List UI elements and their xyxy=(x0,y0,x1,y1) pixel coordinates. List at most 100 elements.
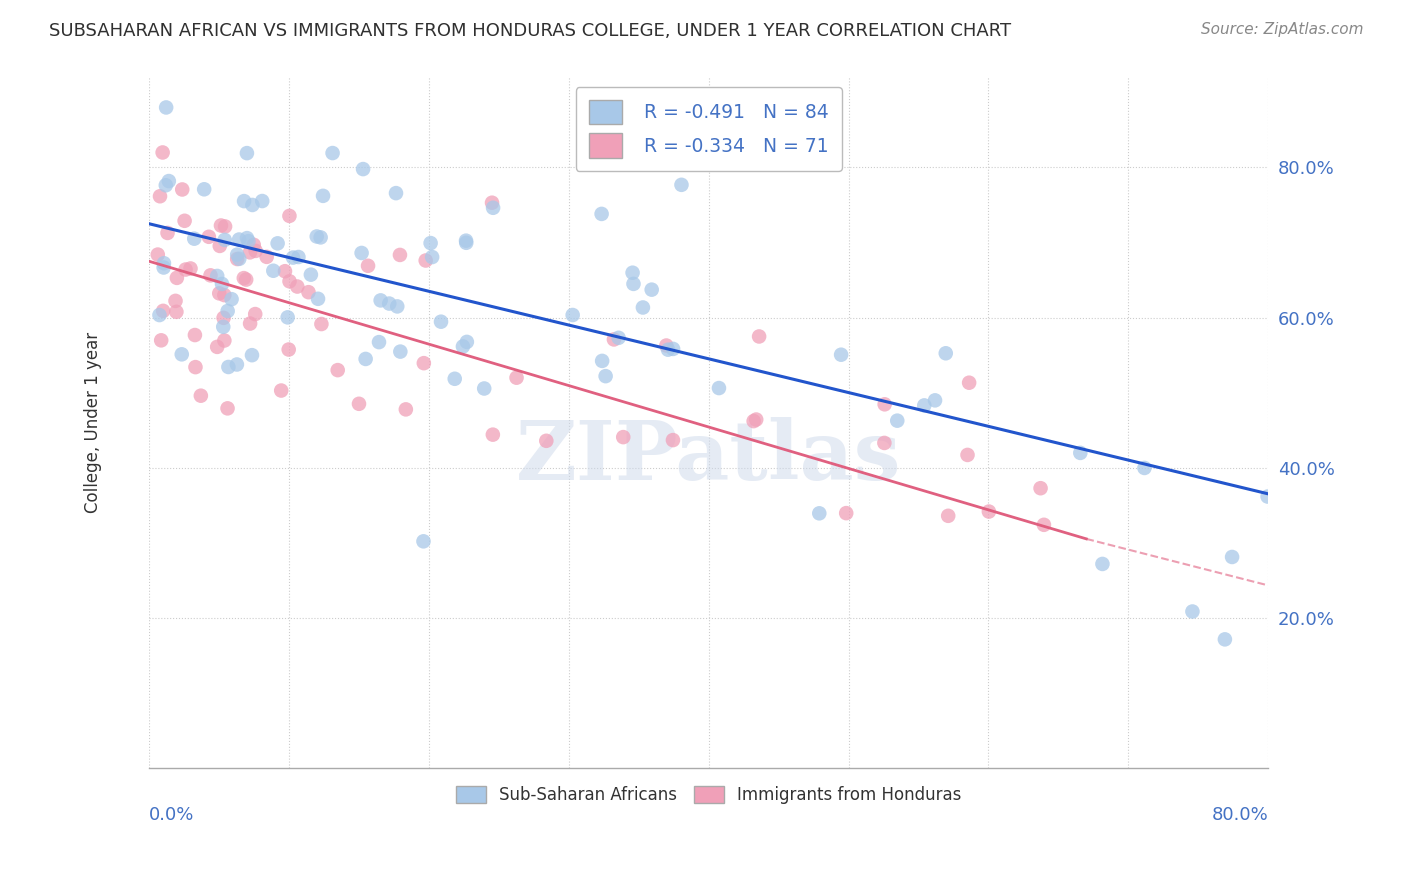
Point xyxy=(156,226,179,240)
Point xyxy=(912,398,935,412)
Point xyxy=(415,253,437,268)
Point xyxy=(236,231,259,245)
Point xyxy=(225,358,247,372)
Point xyxy=(232,271,254,285)
Point xyxy=(873,436,896,450)
Point xyxy=(226,252,249,266)
Point xyxy=(212,319,235,334)
Point xyxy=(1133,461,1156,475)
Point xyxy=(281,251,304,265)
Point xyxy=(170,347,193,361)
Point xyxy=(299,268,322,282)
Point xyxy=(412,534,434,549)
Point xyxy=(262,264,284,278)
Point xyxy=(184,360,207,375)
Point xyxy=(370,293,392,308)
Point xyxy=(239,317,262,331)
Point xyxy=(631,301,654,315)
Point xyxy=(179,261,201,276)
Point xyxy=(835,506,858,520)
Point xyxy=(285,279,308,293)
Point xyxy=(152,260,174,275)
Point xyxy=(350,246,373,260)
Point xyxy=(1032,517,1054,532)
Point xyxy=(190,389,212,403)
Legend: Sub-Saharan Africans, Immigrants from Honduras: Sub-Saharan Africans, Immigrants from Ho… xyxy=(449,780,969,811)
Point xyxy=(240,348,263,362)
Point xyxy=(184,328,207,343)
Point xyxy=(242,198,264,212)
Point xyxy=(956,448,979,462)
Point xyxy=(657,343,679,357)
Point xyxy=(662,342,685,356)
Point xyxy=(808,506,831,520)
Point xyxy=(250,194,273,208)
Point xyxy=(209,219,232,233)
Point xyxy=(1091,557,1114,571)
Point xyxy=(395,402,418,417)
Point xyxy=(174,262,197,277)
Point xyxy=(591,207,613,221)
Point xyxy=(595,369,617,384)
Point xyxy=(655,338,678,352)
Point xyxy=(155,100,177,114)
Point xyxy=(217,359,239,374)
Point xyxy=(278,209,301,223)
Point xyxy=(157,174,180,188)
Point xyxy=(208,286,231,301)
Point xyxy=(165,305,187,319)
Point xyxy=(149,189,172,203)
Point xyxy=(205,340,228,354)
Point xyxy=(886,414,908,428)
Point xyxy=(603,333,626,347)
Point xyxy=(233,194,256,208)
Point xyxy=(214,288,236,302)
Point xyxy=(312,189,335,203)
Point xyxy=(235,272,257,286)
Point xyxy=(612,430,634,444)
Point xyxy=(193,182,215,196)
Point xyxy=(214,219,236,234)
Point xyxy=(1220,549,1243,564)
Point xyxy=(153,256,176,270)
Point xyxy=(830,348,852,362)
Point xyxy=(456,334,478,349)
Point xyxy=(368,335,391,350)
Point xyxy=(173,214,195,228)
Point xyxy=(266,236,288,251)
Point xyxy=(277,343,299,357)
Point xyxy=(482,427,505,442)
Point xyxy=(977,504,1000,518)
Point xyxy=(274,264,297,278)
Point xyxy=(205,268,228,283)
Point xyxy=(607,331,630,345)
Point xyxy=(228,252,250,266)
Text: SUBSAHARAN AFRICAN VS IMMIGRANTS FROM HONDURAS COLLEGE, UNDER 1 YEAR CORRELATION: SUBSAHARAN AFRICAN VS IMMIGRANTS FROM HO… xyxy=(49,22,1011,40)
Point xyxy=(217,401,239,416)
Point xyxy=(935,346,957,360)
Point xyxy=(148,308,170,322)
Point xyxy=(454,234,477,248)
Point xyxy=(211,277,233,291)
Point xyxy=(707,381,730,395)
Point xyxy=(352,162,374,177)
Point xyxy=(1069,446,1091,460)
Point xyxy=(419,236,441,251)
Point xyxy=(309,230,332,244)
Point xyxy=(256,250,278,264)
Point xyxy=(172,182,194,196)
Point xyxy=(270,384,292,398)
Point xyxy=(226,247,249,261)
Point xyxy=(957,376,980,390)
Point xyxy=(456,235,478,250)
Point xyxy=(482,201,505,215)
Point xyxy=(239,245,262,260)
Point xyxy=(873,397,896,411)
Point xyxy=(641,283,664,297)
Point xyxy=(183,232,205,246)
Point xyxy=(387,300,409,314)
Text: 80.0%: 80.0% xyxy=(1212,805,1268,823)
Point xyxy=(430,315,453,329)
Point xyxy=(277,310,299,325)
Point xyxy=(389,344,412,359)
